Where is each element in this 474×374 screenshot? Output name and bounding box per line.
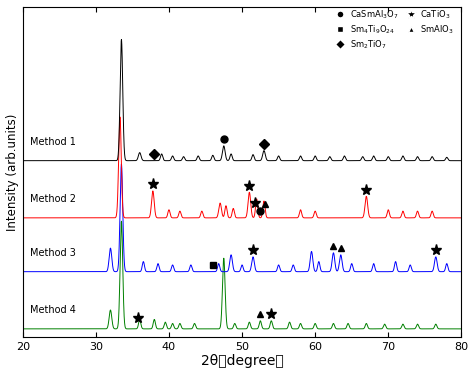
Text: Method 1: Method 1 [30, 137, 76, 147]
Text: Method 2: Method 2 [30, 194, 76, 204]
X-axis label: 2θ（degree）: 2θ（degree） [201, 355, 283, 368]
Legend: CaSmAl$_3$O$_7$, Sm$_4$Ti$_9$O$_{24}$, Sm$_2$TiO$_7$, CaTiO$_3$, SmAlO$_3$: CaSmAl$_3$O$_7$, Sm$_4$Ti$_9$O$_{24}$, S… [328, 5, 457, 54]
Y-axis label: Intensity (arb.units): Intensity (arb.units) [6, 113, 18, 231]
Text: Method 4: Method 4 [30, 305, 76, 315]
Text: Method 3: Method 3 [30, 248, 76, 258]
